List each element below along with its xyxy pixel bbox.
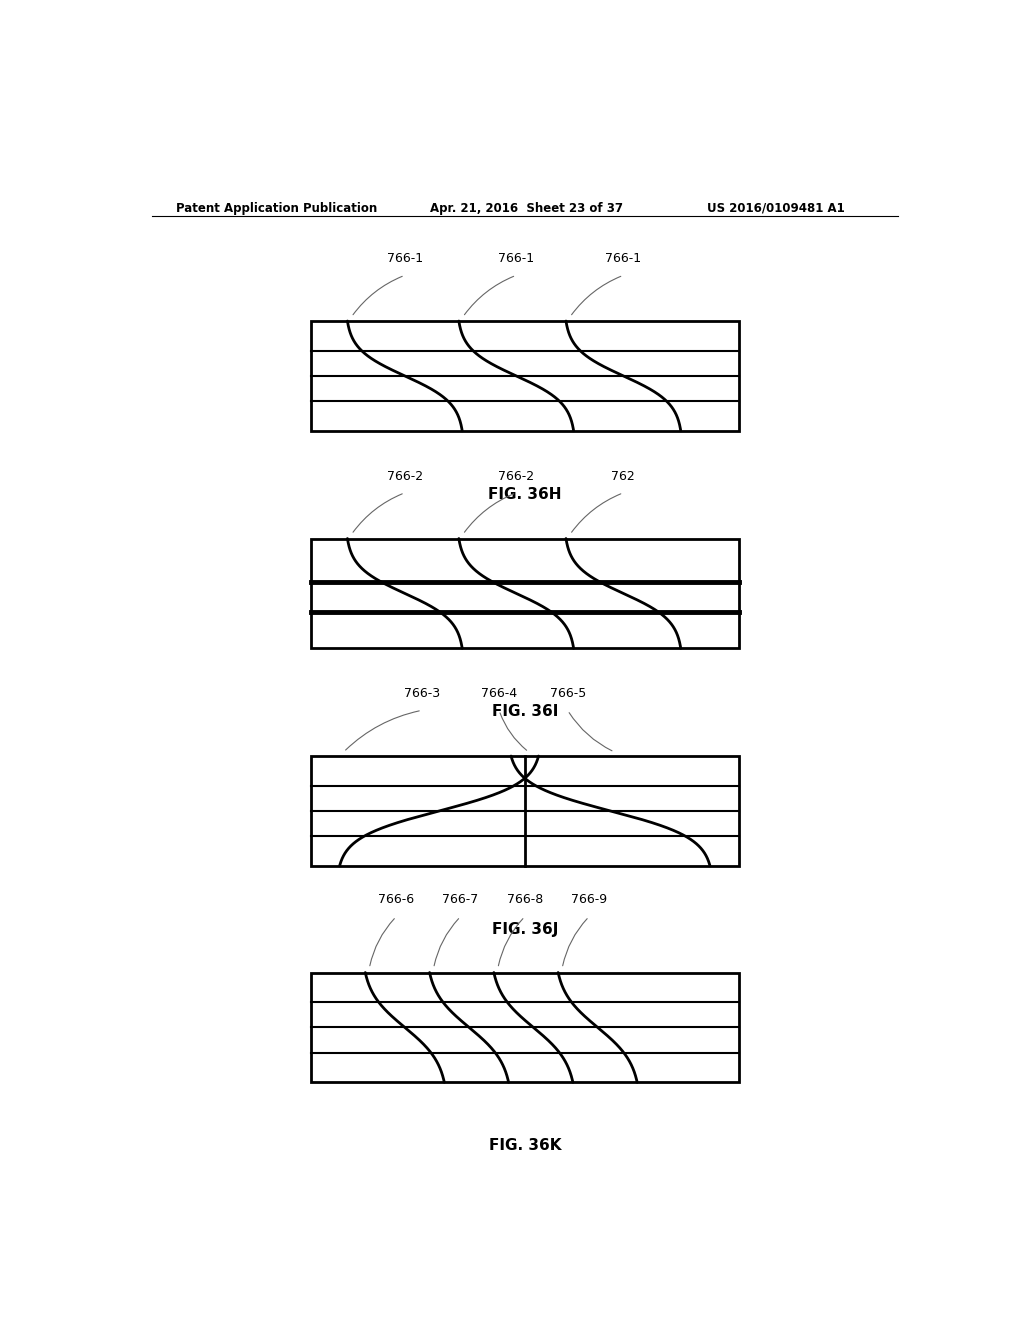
Text: FIG. 36H: FIG. 36H [488,487,561,502]
Text: 766-4: 766-4 [481,688,517,700]
Bar [310,539,739,648]
Bar [310,321,739,430]
Text: US 2016/0109481 A1: US 2016/0109481 A1 [708,202,845,215]
Text: 766-2: 766-2 [387,470,423,483]
Text: FIG. 36I: FIG. 36I [492,704,558,719]
Text: 766-9: 766-9 [571,894,607,907]
Text: 766-1: 766-1 [498,252,535,265]
Text: Apr. 21, 2016  Sheet 23 of 37: Apr. 21, 2016 Sheet 23 of 37 [430,202,623,215]
Text: 766-1: 766-1 [387,252,423,265]
Text: 766-5: 766-5 [550,688,586,700]
Text: 766-8: 766-8 [507,894,543,907]
Text: 766-1: 766-1 [605,252,641,265]
Text: 766-6: 766-6 [378,894,415,907]
Text: 766-7: 766-7 [442,894,478,907]
Text: FIG. 36K: FIG. 36K [488,1138,561,1154]
Text: 762: 762 [611,470,635,483]
Text: 766-3: 766-3 [403,688,440,700]
Text: 766-2: 766-2 [498,470,535,483]
Text: FIG. 36J: FIG. 36J [492,921,558,937]
Bar [310,756,739,866]
Bar [310,973,739,1082]
Text: Patent Application Publication: Patent Application Publication [176,202,377,215]
